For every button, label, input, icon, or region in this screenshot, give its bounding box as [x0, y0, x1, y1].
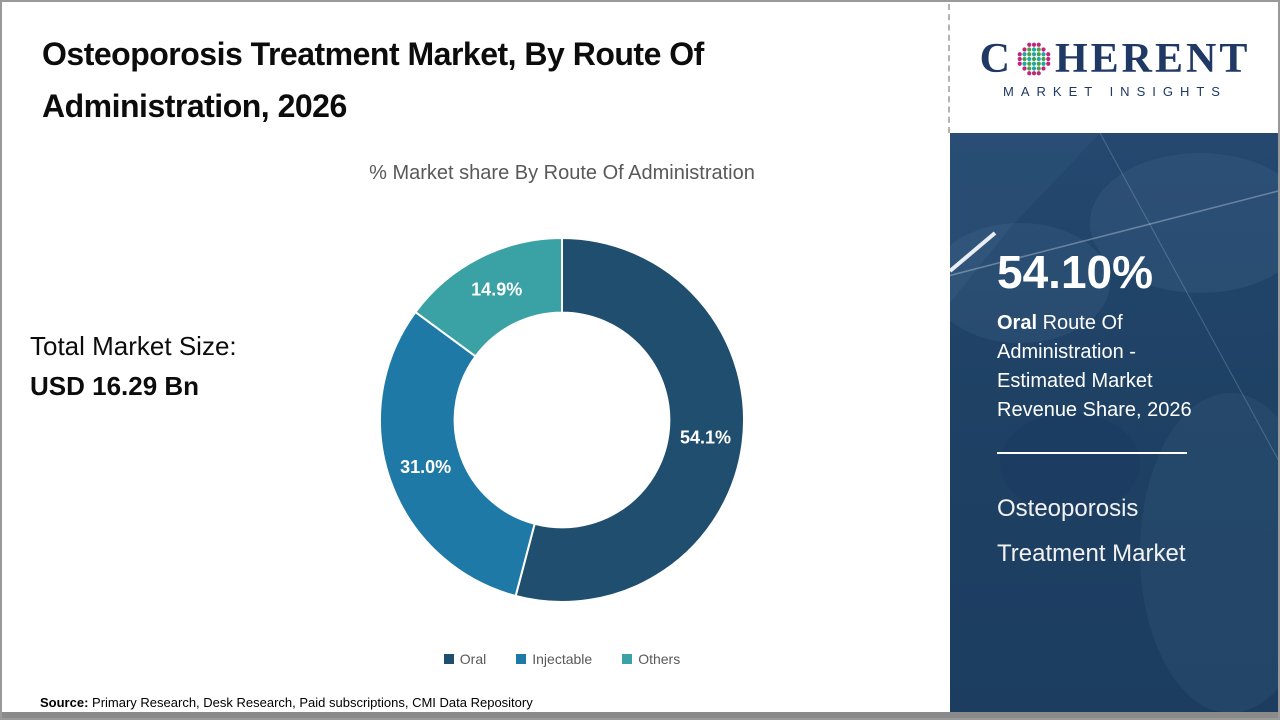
legend-item-oral: Oral [443, 651, 487, 667]
donut-chart: 54.1% 31.0% 14.9% [379, 236, 746, 603]
market-name: Osteoporosis Treatment Market [997, 495, 1186, 567]
legend-swatch-injectable [516, 654, 527, 664]
page-title: Osteoporosis Treatment Market, By Route … [42, 36, 704, 124]
brand-wordmark: C HERENT [980, 38, 1251, 80]
donut-slice-oral [514, 236, 746, 603]
sidebar-content: 54.10% Oral Route Of Administration - Es… [950, 133, 1278, 576]
legend-swatch-oral [443, 654, 454, 664]
total-market-size-value: USD 16.29 Bn [30, 371, 200, 401]
slice-label-oral: 54.1% [680, 427, 731, 447]
stat-description: Oral Route Of Administration - Estimated… [997, 309, 1209, 425]
total-market-size-label: Total Market Size: [30, 331, 237, 361]
bottom-strip [2, 712, 1278, 718]
source-line: Source: Primary Research, Desk Research,… [40, 695, 533, 710]
donut-slice-others [414, 236, 563, 358]
stat-value: 54.10% [997, 246, 1154, 298]
legend-label-injectable: Injectable [532, 651, 593, 667]
header-divider [948, 4, 950, 133]
source-label: Source: [40, 695, 89, 710]
legend-item-injectable: Injectable [516, 651, 592, 667]
legend-label-others: Others [638, 651, 681, 667]
sidebar-divider [997, 452, 1187, 454]
brand-letter-c: C [979, 36, 1013, 82]
legend-label-oral: Oral [459, 651, 487, 667]
source-text: Primary Research, Desk Research, Paid su… [88, 695, 533, 710]
chart-legend: Oral Injectable Others [182, 651, 942, 667]
legend-item-others: Others [622, 651, 680, 667]
stat-description-bold: Oral [997, 312, 1038, 334]
legend-swatch-others [622, 654, 633, 664]
brand-letters-rest: HERENT [1054, 36, 1251, 82]
coherent-globe-icon [1017, 42, 1051, 76]
slice-label-injectable: 31.0% [400, 457, 451, 477]
chart-title: % Market share By Route Of Administratio… [369, 162, 755, 184]
sidebar: 54.10% Oral Route Of Administration - Es… [950, 133, 1278, 716]
slice-label-others: 14.9% [471, 280, 522, 300]
coherent-logo: C HERENT MARKET INSIGHTS [952, 4, 1278, 133]
stat-description-rest: Route Of Administration - Estimated Mark… [997, 312, 1192, 421]
donut-slice-injectable [379, 310, 536, 598]
brand-tagline: MARKET INSIGHTS [1003, 84, 1227, 99]
total-market-size: Total Market Size: USD 16.29 Bn [30, 326, 237, 406]
world-map-texture [950, 133, 1278, 713]
